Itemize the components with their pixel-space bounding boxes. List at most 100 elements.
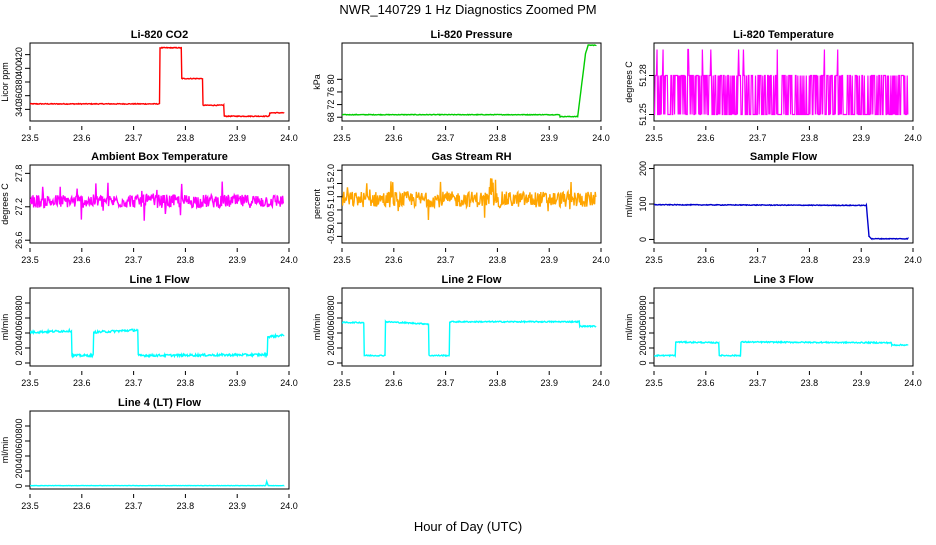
x-tick-label: 24.0 [280,255,298,265]
y-tick-label: 1.5 [326,177,336,190]
x-tick-label: 23.8 [177,133,195,143]
y-tick-label: 0 [638,360,648,365]
x-tick-label: 23.9 [852,133,870,143]
x-tick-label: 23.6 [73,133,91,143]
y-tick-label: 380 [14,74,24,89]
y-tick-label: 800 [14,418,24,433]
x-tick-label: 23.9 [228,378,246,388]
chart-panel: Gas Stream RH 23.5 23.6 23.7 23.8 23.9 24.0 -0.… [312,151,610,265]
y-tick-label: 0.0 [326,217,336,230]
y-tick-label: 420 [14,47,24,62]
y-tick-label: 200 [638,161,648,176]
y-tick-label: 800 [14,295,24,310]
y-tick-label: 800 [638,295,648,310]
y-tick-label: 400 [14,61,24,76]
x-tick-label: 23.6 [697,255,715,265]
y-tick-label: 68 [326,112,336,122]
x-tick-label: 23.6 [73,501,91,511]
data-series-line [30,181,285,221]
plot-frame [341,42,602,122]
x-tick-label: 23.6 [73,255,91,265]
x-tick-label: 23.7 [125,255,143,265]
x-tick-label: 23.6 [697,133,715,143]
x-tick-label: 24.0 [280,501,298,511]
x-tick-label: 23.6 [697,378,715,388]
y-tick-label: 51.28 [638,64,648,87]
chart-panel: Li-820 CO2 23.5 23.6 23.7 23.8 23.9 24.0 340360… [0,29,298,143]
x-tick-label: 23.8 [177,378,195,388]
y-axis-label: degrees C [0,183,10,225]
x-tick-label: 23.7 [125,378,143,388]
plot-frame [29,410,290,490]
x-tick-label: 23.7 [437,378,455,388]
x-tick-label: 24.0 [280,378,298,388]
plot-frame [29,164,290,244]
y-axis-label: degrees C [624,61,634,103]
x-tick-label: 23.8 [489,255,507,265]
x-tick-label: 23.5 [21,378,39,388]
y-tick-label: 76 [326,87,336,97]
panel-title: Li-820 CO2 [131,29,188,41]
data-series-line [30,327,285,359]
chart-panel: Sample Flow 23.5 23.6 23.7 23.8 23.9 24.0 0 100 2… [624,151,922,265]
x-tick-label: 23.5 [645,378,663,388]
y-tick-label: 400 [638,325,648,340]
data-series-line [30,46,285,118]
y-axis-label: kPa [312,74,322,90]
x-tick-label: 23.8 [489,378,507,388]
x-tick-label: 23.7 [437,133,455,143]
x-tick-label: 23.9 [228,501,246,511]
x-tick-label: 23.9 [852,378,870,388]
y-tick-label: 400 [326,325,336,340]
panel-title: Li-820 Temperature [733,29,834,41]
plot-frame [653,42,914,122]
y-tick-label: 600 [14,433,24,448]
x-tick-label: 23.5 [21,255,39,265]
x-tick-label: 24.0 [592,133,610,143]
data-series-line [342,178,597,220]
y-tick-label: -0.5 [326,229,336,245]
y-tick-label: 0.5 [326,204,336,217]
y-tick-label: 800 [326,295,336,310]
y-tick-label: 0 [14,360,24,365]
y-tick-label: 340 [14,102,24,117]
x-tick-label: 23.8 [177,501,195,511]
x-tick-label: 23.6 [385,255,403,265]
y-tick-label: 400 [14,448,24,463]
y-tick-label: 600 [638,310,648,325]
chart-panel: Line 3 Flow 23.5 23.6 23.7 23.8 23.9 24.0 0 2004… [624,274,922,388]
x-tick-label: 23.5 [333,255,351,265]
x-tick-label: 24.0 [280,133,298,143]
x-tick-label: 23.8 [801,378,819,388]
x-tick-label: 23.6 [73,378,91,388]
data-series-line [30,478,285,487]
x-tick-label: 24.0 [592,255,610,265]
panel-title: Line 4 (LT) Flow [118,397,201,409]
plot-frame [653,287,914,367]
figure-title: NWR_140729 1 Hz Diagnostics Zoomed PM [339,2,596,17]
y-tick-label: 360 [14,88,24,103]
x-tick-label: 23.5 [333,378,351,388]
y-tick-label: 200 [14,340,24,355]
x-tick-label: 23.5 [333,133,351,143]
panel-title: Gas Stream RH [431,151,511,163]
y-axis-label: ml/min [312,314,322,341]
plot-frame [341,164,602,244]
chart-panel: Line 1 Flow 23.5 23.6 23.7 23.8 23.9 24.0 0 2004… [0,274,298,388]
figure-xlabel: Hour of Day (UTC) [414,519,522,534]
y-tick-label: 1.0 [326,190,336,203]
data-series-line [654,48,909,116]
panel-title: Line 1 Flow [130,274,190,286]
y-tick-label: 2.0 [326,164,336,177]
y-tick-label: 400 [14,325,24,340]
y-tick-label: 72 [326,100,336,110]
x-tick-label: 23.5 [21,501,39,511]
x-tick-label: 23.7 [125,133,143,143]
panel-title: Line 3 Flow [754,274,814,286]
x-tick-label: 23.9 [228,133,246,143]
y-tick-label: 0 [14,483,24,488]
x-tick-label: 23.6 [385,378,403,388]
y-tick-label: 100 [638,196,648,211]
